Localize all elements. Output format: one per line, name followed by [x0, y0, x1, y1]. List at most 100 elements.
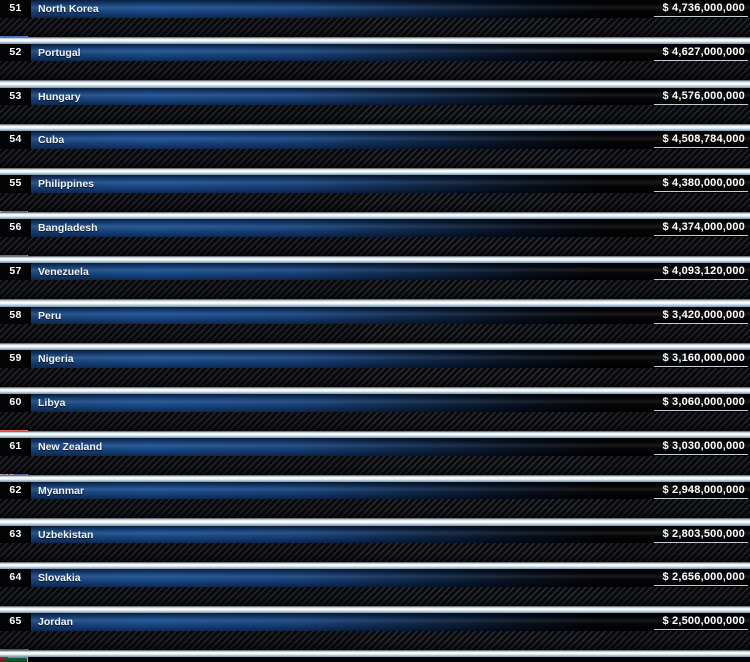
country-name: Cuba [38, 134, 65, 147]
table-row[interactable]: 62 Myanmar $ 2,948,000,000 [0, 481, 750, 531]
row-title-bar: 51 North Korea $ 4,736,000,000 [0, 0, 750, 18]
row-title-bar: 56 Bangladesh $ 4,374,000,000 [0, 218, 750, 237]
rank-label: 62 [0, 481, 31, 500]
table-row[interactable]: 53 Hungary $ 4,576,000,000 [0, 87, 750, 137]
rank-label: 54 [0, 131, 31, 149]
budget-value: $ 4,093,120,000 [654, 265, 748, 280]
row-title-bar: 65 Jordan $ 2,500,000,000 [0, 613, 750, 631]
budget-value: $ 4,736,000,000 [654, 2, 748, 17]
row-title-bar: 60 Libya $ 3,060,000,000 [0, 394, 750, 412]
hatch-strip [0, 543, 750, 575]
country-name: Nigeria [38, 353, 74, 366]
row-title-bar: 57 Venezuela $ 4,093,120,000 [0, 262, 750, 281]
row-divider [0, 518, 750, 526]
table-row[interactable]: 54 Cuba $ 4,508,784,000 [0, 131, 750, 181]
row-title-bar: 58 Peru $ 3,420,000,000 [0, 306, 750, 325]
hatch-strip [0, 236, 750, 269]
country-name: North Korea [38, 3, 99, 15]
row-title-bar: 63 Uzbekistan $ 2,803,500,000 [0, 525, 750, 544]
rank-label: 64 [0, 569, 31, 587]
row-divider [0, 80, 750, 88]
hatch-strip [0, 455, 750, 488]
table-row[interactable]: 56 Bangladesh $ 4,374,000,000 [0, 218, 750, 269]
rank-label: 53 [0, 87, 31, 106]
country-name: Libya [38, 397, 66, 410]
budget-value: $ 3,420,000,000 [654, 309, 748, 324]
rank-label: 65 [0, 613, 31, 631]
budget-value: $ 3,030,000,000 [654, 440, 748, 455]
rank-label: 52 [0, 43, 31, 62]
row-divider [0, 124, 750, 132]
table-row[interactable]: 61 New Zealand $ 3,030,000,000 [0, 437, 750, 488]
table-row[interactable]: 55 Philippines $ 4,380,000,000 [0, 175, 750, 225]
row-divider [0, 430, 750, 438]
row-title-bar: 59 Nigeria $ 3,160,000,000 [0, 350, 750, 368]
row-divider [0, 211, 750, 219]
rank-label: 56 [0, 218, 31, 237]
hatch-strip [0, 411, 750, 444]
rank-label: 63 [0, 525, 31, 544]
row-divider [0, 474, 750, 482]
row-divider [0, 386, 750, 395]
budget-value: $ 2,948,000,000 [654, 484, 748, 499]
hatch-strip [0, 324, 750, 356]
country-name: Uzbekistan [38, 528, 94, 541]
budget-value: $ 4,508,784,000 [654, 133, 748, 149]
table-row[interactable]: 60 Libya $ 3,060,000,000 [0, 394, 750, 444]
rank-label: 51 [0, 0, 31, 18]
country-name: Bangladesh [38, 221, 98, 234]
country-name: Myanmar [38, 484, 85, 497]
rank-label: 57 [0, 262, 31, 281]
rank-label: 55 [0, 175, 31, 193]
country-name: Slovakia [38, 572, 81, 585]
hatch-strip [0, 105, 750, 137]
hatch-strip [0, 148, 750, 181]
table-row[interactable]: 59 Nigeria $ 3,160,000,000 [0, 350, 750, 400]
budget-value: $ 2,803,500,000 [654, 528, 748, 543]
row-divider [0, 168, 750, 176]
hatch-strip [0, 499, 750, 531]
row-divider [0, 36, 750, 44]
country-name: Portugal [38, 46, 81, 59]
row-divider [0, 343, 750, 351]
hatch-strip [0, 367, 750, 400]
table-row[interactable]: 65 Jordan $ 2,500,000,000 [0, 613, 750, 662]
country-name: New Zealand [38, 440, 103, 453]
hatch-strip [0, 17, 750, 50]
row-divider [0, 649, 750, 657]
row-title-bar: 54 Cuba $ 4,508,784,000 [0, 131, 750, 149]
hatch-strip [0, 586, 750, 619]
budget-value: $ 2,500,000,000 [654, 615, 748, 631]
table-row[interactable]: 57 Venezuela $ 4,093,120,000 [0, 262, 750, 312]
table-row[interactable]: 51 North Korea $ 4,736,000,000 [0, 0, 750, 50]
table-row[interactable]: 63 Uzbekistan $ 2,803,500,000 [0, 525, 750, 575]
rank-label: 60 [0, 394, 31, 412]
row-title-bar: 62 Myanmar $ 2,948,000,000 [0, 481, 750, 500]
hatch-strip [0, 192, 750, 225]
table-row[interactable]: 58 Peru $ 3,420,000,000 [0, 306, 750, 356]
rank-label: 58 [0, 306, 31, 325]
row-divider [0, 605, 750, 614]
table-row[interactable]: 52 Portugal $ 4,627,000,000 [0, 43, 750, 93]
country-name: Peru [38, 309, 62, 322]
row-divider [0, 562, 750, 570]
row-title-bar: 64 Slovakia $ 2,656,000,000 [0, 569, 750, 587]
budget-value: $ 4,627,000,000 [654, 46, 748, 61]
row-title-bar: 55 Philippines $ 4,380,000,000 [0, 175, 750, 193]
country-name: Venezuela [38, 265, 89, 278]
hatch-strip [0, 61, 750, 93]
rank-label: 59 [0, 350, 31, 368]
row-title-bar: 61 New Zealand $ 3,030,000,000 [0, 437, 750, 456]
budget-value: $ 3,060,000,000 [654, 396, 748, 412]
row-divider [0, 299, 750, 307]
budget-value: $ 4,374,000,000 [654, 221, 748, 236]
row-divider [0, 255, 750, 263]
table-row[interactable]: 64 Slovakia $ 2,656,000,000 [0, 569, 750, 619]
budget-value: $ 2,656,000,000 [654, 571, 748, 587]
budget-value: $ 4,380,000,000 [654, 177, 748, 193]
budget-value: $ 3,160,000,000 [654, 352, 748, 368]
row-title-bar: 53 Hungary $ 4,576,000,000 [0, 87, 750, 106]
hatch-strip [0, 630, 750, 662]
row-title-bar: 52 Portugal $ 4,627,000,000 [0, 43, 750, 62]
